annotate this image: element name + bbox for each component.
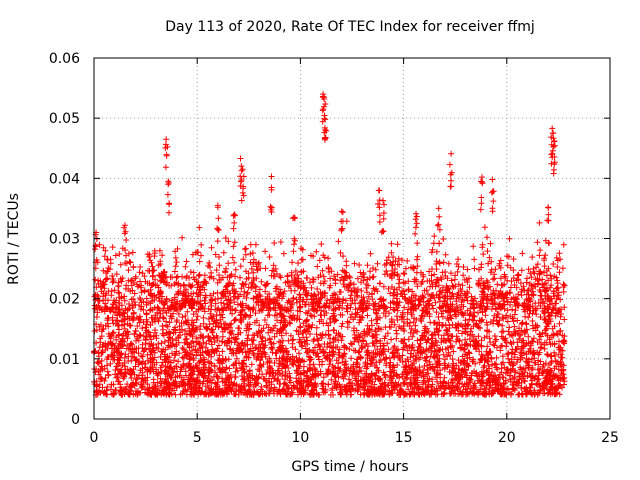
y-tick-label: 0.02 xyxy=(49,292,80,308)
y-tick-label: 0.01 xyxy=(49,352,80,368)
roti-points xyxy=(91,91,568,398)
y-axis-label: ROTI / TECUs xyxy=(6,193,22,285)
y-tick-label: 0 xyxy=(71,412,80,428)
x-tick-label: 25 xyxy=(601,430,619,446)
y-tick-label: 0.03 xyxy=(49,232,80,248)
data-points xyxy=(91,91,568,398)
y-tick-label: 0.04 xyxy=(49,171,80,187)
x-tick-label: 5 xyxy=(193,430,202,446)
tick-labels: 0 5 10 15 20 25 0 0.01 0.02 0.03 0.04 0.05 0.06 xyxy=(49,51,619,446)
chart-title: Day 113 of 2020, Rate Of TEC Index for r… xyxy=(165,19,535,35)
x-tick-label: 10 xyxy=(291,430,309,446)
x-axis-label: GPS time / hours xyxy=(291,459,408,475)
axis-ticks xyxy=(93,57,611,420)
x-tick-label: 20 xyxy=(498,430,516,446)
y-tick-label: 0.06 xyxy=(49,51,80,67)
y-tick-label: 0.05 xyxy=(49,111,80,127)
x-tick-label: 0 xyxy=(90,430,99,446)
x-tick-label: 15 xyxy=(395,430,413,446)
